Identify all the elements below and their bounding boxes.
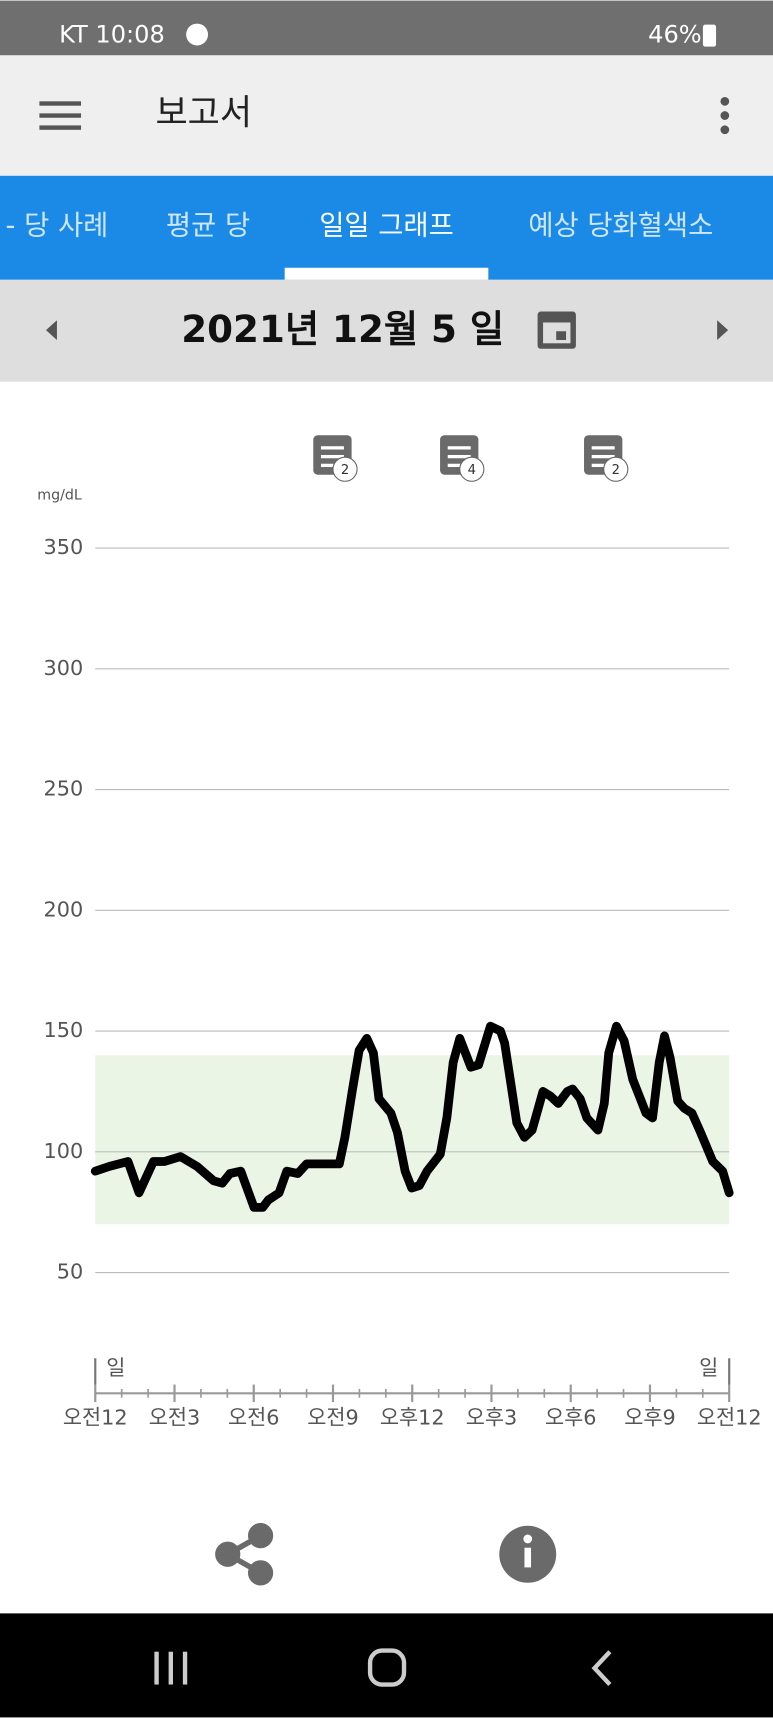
status-bar bbox=[0, 0, 773, 56]
note-line bbox=[591, 446, 615, 450]
tab[interactable]: - 당 사례 bbox=[6, 211, 109, 242]
y-tick-label: 350 bbox=[44, 535, 84, 559]
note-line bbox=[447, 454, 471, 459]
app-title: 보고서 bbox=[155, 92, 252, 133]
x-tick-label: 오후12 bbox=[380, 1405, 445, 1429]
calendar-button[interactable] bbox=[537, 311, 576, 349]
home-button[interactable] bbox=[367, 1648, 407, 1687]
note-line bbox=[591, 454, 615, 459]
x-tick-label: 오전9 bbox=[307, 1405, 359, 1429]
y-tick-label: 200 bbox=[44, 897, 84, 921]
note-badge bbox=[332, 456, 358, 482]
recents-button[interactable] bbox=[154, 1651, 188, 1685]
nav-bar bbox=[0, 1613, 773, 1718]
y-tick-label: 300 bbox=[44, 656, 84, 680]
y-axis-label: mg/dL bbox=[37, 487, 82, 503]
tab-bar bbox=[0, 175, 773, 280]
next-day[interactable] bbox=[717, 320, 729, 341]
tab-selected[interactable]: 일일 그래프 bbox=[319, 211, 454, 242]
x-tick-label: 오후9 bbox=[624, 1405, 675, 1429]
note-icon[interactable]: 2 bbox=[313, 435, 358, 482]
status-icon bbox=[186, 23, 209, 46]
tab[interactable]: 평균 당 bbox=[166, 211, 250, 242]
battery-icon bbox=[702, 24, 717, 47]
note-line bbox=[447, 446, 471, 450]
x-tick-label: 오전6 bbox=[228, 1405, 280, 1429]
note-line bbox=[447, 463, 464, 468]
prev-day[interactable] bbox=[45, 320, 57, 341]
date: 2021년 12월 5 일 bbox=[181, 307, 504, 351]
target-range bbox=[95, 1055, 730, 1225]
note-count: 4 bbox=[468, 463, 476, 478]
note-line bbox=[591, 463, 608, 468]
note-line bbox=[320, 446, 344, 450]
tab[interactable]: 예상 당화혈색소 bbox=[528, 211, 713, 242]
x-tick-label: 오후6 bbox=[545, 1405, 597, 1429]
menu-button[interactable] bbox=[39, 101, 82, 130]
y-tick-label: 150 bbox=[44, 1018, 84, 1042]
note-badge bbox=[603, 456, 629, 482]
battery-level: 46% bbox=[648, 21, 702, 49]
note-icon[interactable]: 2 bbox=[584, 435, 629, 482]
day-label: 일 bbox=[106, 1356, 125, 1380]
note-count: 2 bbox=[612, 463, 620, 478]
date-bar bbox=[0, 279, 773, 382]
x-tick-label: 오전12 bbox=[697, 1405, 762, 1429]
y-tick-label: 250 bbox=[44, 777, 84, 801]
info-button[interactable] bbox=[499, 1525, 557, 1583]
more-button[interactable] bbox=[720, 96, 730, 135]
note-icon[interactable]: 4 bbox=[440, 435, 485, 482]
tab-indicator bbox=[284, 267, 489, 280]
glucose-line bbox=[90, 1021, 734, 1212]
note-count: 2 bbox=[341, 463, 349, 478]
x-tick-label: 오전12 bbox=[63, 1405, 128, 1429]
note-badge bbox=[459, 456, 485, 482]
app-bar bbox=[0, 55, 773, 176]
day-label: 일 bbox=[699, 1356, 718, 1380]
chart: mg/dL 50 100 150 200 250 300 350 오전12 오전3 오전6 오전9 오후… bbox=[37, 435, 762, 1429]
x-tick-label: 오후3 bbox=[466, 1405, 518, 1429]
share-button[interactable] bbox=[215, 1523, 274, 1586]
y-tick-label: 100 bbox=[44, 1139, 84, 1163]
carrier-time: KT 10:08 bbox=[59, 21, 165, 49]
x-tick-label: 오전3 bbox=[149, 1405, 201, 1429]
back-button[interactable] bbox=[591, 1650, 612, 1687]
y-tick-label: 50 bbox=[57, 1260, 83, 1284]
note-line bbox=[320, 454, 344, 459]
note-line bbox=[320, 463, 337, 468]
